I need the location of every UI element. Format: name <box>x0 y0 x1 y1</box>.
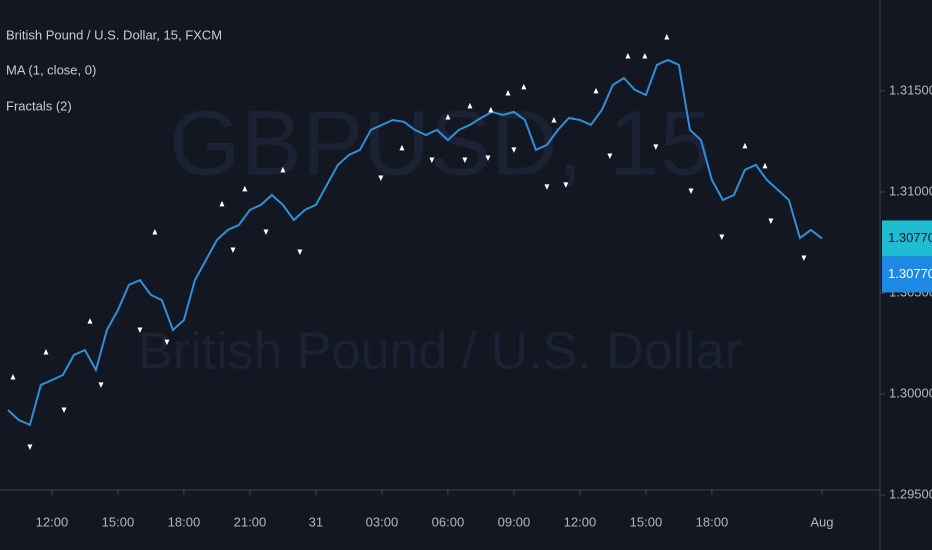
fractal-up <box>280 166 286 173</box>
last-price-label: 1.30770 <box>888 230 932 245</box>
x-tick-label: 06:00 <box>432 514 465 529</box>
legend-entry: MA (1, close, 0) <box>6 62 96 77</box>
y-tick-label: 1.31000 <box>889 183 932 198</box>
fractal-down <box>607 153 613 159</box>
ma-price-label: 1.30770 <box>888 266 932 281</box>
x-tick-label: 15:00 <box>630 514 663 529</box>
fractal-up <box>467 102 473 109</box>
fractal-down <box>485 155 491 162</box>
fractal-down <box>230 247 236 253</box>
fractal-down <box>511 147 517 153</box>
fractal-up <box>242 185 248 192</box>
fractal-down <box>688 188 694 194</box>
fractal-down <box>164 339 170 346</box>
x-tick-label: 18:00 <box>696 514 729 529</box>
fractal-down <box>263 229 269 235</box>
fractal-down <box>462 157 468 164</box>
fractal-up <box>505 89 511 96</box>
fractal-down <box>801 255 807 262</box>
x-tick-label: 15:00 <box>102 514 135 529</box>
fractal-up <box>152 228 158 235</box>
fractal-down <box>27 444 33 450</box>
fractal-down <box>61 407 67 413</box>
fractal-up <box>642 52 648 59</box>
fractal-up <box>445 113 451 120</box>
x-tick-label: 12:00 <box>36 514 69 529</box>
fractal-up <box>762 162 768 169</box>
fractal-up <box>219 200 225 207</box>
last-price-box <box>882 220 932 257</box>
fractal-down <box>768 218 774 225</box>
fractal-down <box>137 327 143 333</box>
fractal-up <box>742 142 748 149</box>
fractal-up <box>87 318 93 324</box>
fractal-down <box>563 182 569 188</box>
x-tick-label: Aug <box>810 514 833 529</box>
fractal-down <box>98 382 104 388</box>
fractal-up <box>551 117 557 123</box>
fractal-up <box>488 106 494 113</box>
x-tick-label: 31 <box>309 514 323 529</box>
fractal-up <box>10 374 16 380</box>
watermark: British Pound / U.S. Dollar <box>138 323 742 381</box>
fractal-up <box>399 144 405 151</box>
plot <box>7 33 823 450</box>
fractal-up <box>521 83 527 90</box>
y-tick-label: 1.31500 <box>889 82 932 97</box>
fractal-down <box>544 184 550 190</box>
y-tick-label: 1.29500 <box>889 486 932 501</box>
fractal-down <box>653 144 659 150</box>
fractal-up <box>593 87 599 94</box>
x-tick-label: 03:00 <box>366 514 399 529</box>
fractal-down <box>297 249 303 255</box>
chart-title: British Pound / U.S. Dollar, 15, FXCM <box>6 27 222 42</box>
fractal-up <box>625 52 631 59</box>
x-tick-label: 21:00 <box>234 514 267 529</box>
x-tick-label: 18:00 <box>168 514 201 529</box>
y-tick-label: 1.30000 <box>889 385 932 400</box>
price-line <box>7 58 823 427</box>
watermark: GBPUSD, 15 <box>169 92 711 194</box>
ma-price-box <box>882 256 932 293</box>
legend-entry: Fractals (2) <box>6 98 72 113</box>
fractal-down <box>719 234 725 241</box>
fractal-up <box>43 348 49 355</box>
fractal-down <box>378 175 384 182</box>
fractal-down <box>429 157 435 164</box>
fractal-up <box>664 33 670 40</box>
x-tick-label: 09:00 <box>498 514 531 529</box>
x-tick-label: 12:00 <box>564 514 597 529</box>
